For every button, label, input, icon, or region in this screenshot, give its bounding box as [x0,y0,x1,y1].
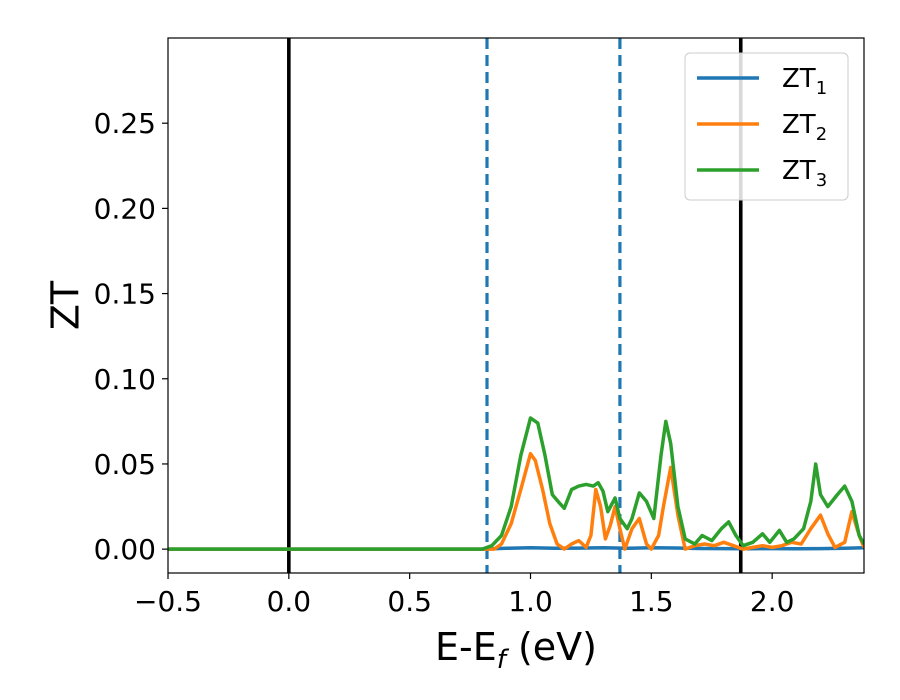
legend-box [684,52,849,201]
y-tick-label: 0.05 [94,448,156,481]
x-tick-label: 2.0 [750,585,795,618]
series-line-1 [168,546,864,551]
y-tick-label: 0.20 [94,192,156,225]
series-line-3 [168,416,864,551]
legend: ZT1 ZT2 ZT3 [684,52,849,201]
y-tick-label: 0.25 [94,107,156,140]
legend-label-1: ZT1 [782,64,827,99]
legend-label-2: ZT2 [782,110,827,145]
series-line-2 [168,451,864,551]
x-tick-label: 1.0 [508,585,553,618]
y-tick-label: 0.00 [94,533,156,566]
x-axis-label: E-Ef (eV) [435,625,597,675]
legend-label-3: ZT3 [782,156,827,191]
x-tick-label: 1.5 [629,585,674,618]
x-tick-label: 0.0 [267,585,312,618]
plot-frame [167,37,865,574]
series-lines [168,416,864,551]
y-tick-label: 0.10 [94,363,156,396]
x-tick-label: 0.5 [387,585,432,618]
y-axis-label: ZT [44,280,88,330]
axis-ticks: −0.5 0.0 0.5 1.0 1.5 2.0 0.00 0.05 0.10 0.15 0.20 0… [94,107,795,618]
x-tick-label: −0.5 [134,585,202,618]
y-tick-label: 0.15 [94,278,156,311]
